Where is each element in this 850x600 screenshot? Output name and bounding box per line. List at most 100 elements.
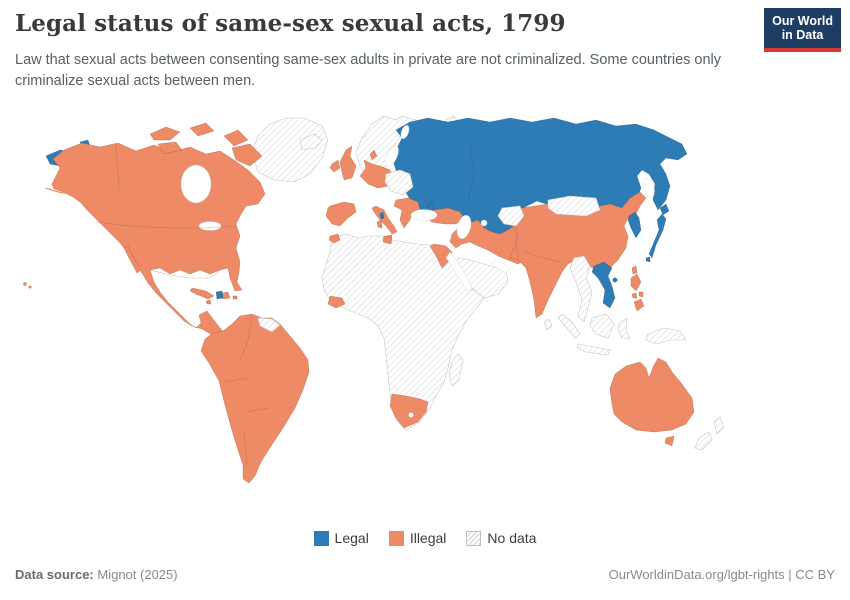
legend-item-nodata[interactable]: No data: [466, 530, 536, 546]
country-iceland[interactable]: [299, 133, 323, 151]
owid-logo: Our World in Data: [764, 8, 841, 52]
region-balkans[interactable]: [393, 197, 421, 229]
country-vietnam[interactable]: [591, 261, 616, 309]
white-sea: [400, 125, 410, 139]
country-haiti[interactable]: [215, 290, 224, 300]
lesotho: [408, 412, 414, 418]
country-guinea[interactable]: [327, 295, 346, 309]
region-corsica[interactable]: [379, 211, 385, 220]
continent-africa[interactable]: [321, 233, 487, 431]
region-germany-low-countries[interactable]: [359, 159, 393, 189]
chart-subtitle: Law that sexual acts between consenting …: [15, 52, 722, 90]
black-sea: [410, 209, 438, 221]
country-south-africa[interactable]: [389, 393, 429, 429]
country-greenland[interactable]: [251, 117, 329, 183]
border-usa-mexico: [149, 269, 221, 279]
region-hawaii[interactable]: [28, 285, 32, 289]
region-philippines[interactable]: [631, 292, 638, 299]
arctic-island[interactable]: [149, 126, 181, 141]
arctic-island[interactable]: [223, 129, 249, 147]
region-philippines[interactable]: [638, 291, 644, 298]
region-philippines[interactable]: [630, 273, 642, 292]
region-tasmania[interactable]: [664, 435, 675, 447]
country-new-zealand[interactable]: [713, 416, 725, 435]
country-ireland[interactable]: [329, 159, 341, 173]
country-new-zealand[interactable]: [694, 431, 713, 451]
region-sardinia[interactable]: [376, 219, 383, 229]
region-sumatra[interactable]: [557, 313, 581, 339]
chart-footer: Data source: Mignot (2025) OurWorldinDat…: [15, 567, 835, 582]
country-denmark[interactable]: [369, 149, 378, 161]
owid-logo-line2: in Data: [781, 28, 824, 43]
border-south-america-1: [239, 315, 253, 361]
sea-of-okhotsk: [643, 178, 655, 198]
country-tunisia[interactable]: [382, 235, 393, 245]
country-taiwan[interactable]: [631, 265, 638, 275]
region-kyushu[interactable]: [645, 256, 651, 263]
country-cuba[interactable]: [189, 287, 215, 300]
country-puerto-rico[interactable]: [232, 295, 238, 300]
continent-south-america[interactable]: [200, 313, 310, 484]
region-philippines[interactable]: [633, 298, 645, 312]
legal-swatch: [313, 530, 329, 546]
region-mainland-southeast-asia[interactable]: [569, 255, 593, 323]
map-legend: Legal Illegal No data: [0, 530, 850, 546]
country-morocco[interactable]: [328, 233, 341, 244]
data-source: Data source: Mignot (2025): [15, 567, 178, 582]
region-victoria-island[interactable]: [157, 141, 183, 155]
legend-item-illegal[interactable]: Illegal: [388, 530, 447, 546]
border-south-america-2: [223, 377, 249, 383]
region-central-europe[interactable]: [384, 169, 414, 196]
region-hainan[interactable]: [612, 277, 618, 283]
border-south-america-3: [245, 407, 269, 413]
legend-label-illegal: Illegal: [409, 530, 447, 546]
border-alaska-canada: [115, 144, 120, 191]
red-sea: [445, 251, 473, 293]
country-sri-lanka[interactable]: [543, 318, 553, 331]
region-java[interactable]: [576, 343, 611, 356]
illegal-swatch: [388, 530, 404, 546]
arctic-island[interactable]: [189, 122, 215, 137]
country-madagascar[interactable]: [448, 353, 464, 387]
country-japan[interactable]: [648, 213, 667, 259]
credit-link[interactable]: OurWorldinData.org/lgbt-rights | CC BY: [608, 567, 835, 582]
persian-gulf: [491, 259, 511, 274]
border-persia-afghan: [513, 225, 519, 259]
caspian-sea: [456, 215, 472, 239]
country-australia[interactable]: [609, 357, 695, 433]
hudson-bay: [180, 164, 212, 204]
border-canada-usa: [95, 221, 237, 229]
country-italy[interactable]: [371, 205, 398, 235]
owid-logo-line1: Our World: [772, 14, 833, 28]
nodata-swatch: [466, 530, 482, 546]
region-hokkaido[interactable]: [659, 203, 670, 216]
world-map-svg: [23, 115, 725, 484]
legend-item-legal[interactable]: Legal: [313, 530, 369, 546]
baltic-sea: [385, 145, 399, 167]
country-united-kingdom[interactable]: [339, 145, 357, 181]
data-source-value: Mignot (2025): [97, 567, 178, 582]
region-sulawesi[interactable]: [617, 317, 631, 340]
region-hawaii[interactable]: [23, 282, 27, 286]
country-egypt[interactable]: [429, 243, 453, 269]
world-choropleth-map: [0, 112, 850, 528]
region-baja-california[interactable]: [123, 245, 142, 274]
country-jamaica[interactable]: [205, 299, 212, 305]
region-kazakh-steppe[interactable]: [497, 205, 525, 227]
region-aleutians: [45, 187, 99, 195]
region-new-guinea[interactable]: [645, 327, 687, 345]
data-source-label: Data source:: [15, 567, 94, 582]
region-iberia[interactable]: [325, 201, 357, 227]
page-title: Legal status of same-sex sexual acts, 17…: [15, 10, 566, 37]
region-borneo[interactable]: [589, 313, 615, 339]
region-north-america[interactable]: [51, 142, 266, 354]
country-korea[interactable]: [627, 211, 642, 239]
country-mongolia[interactable]: [547, 195, 601, 217]
border-india-china: [523, 251, 561, 263]
region-baffin-island[interactable]: [231, 143, 263, 167]
region-guianas[interactable]: [257, 317, 281, 333]
border-argentina-chile: [243, 429, 248, 469]
great-lakes: [198, 221, 222, 231]
aral-sea: [480, 219, 488, 227]
